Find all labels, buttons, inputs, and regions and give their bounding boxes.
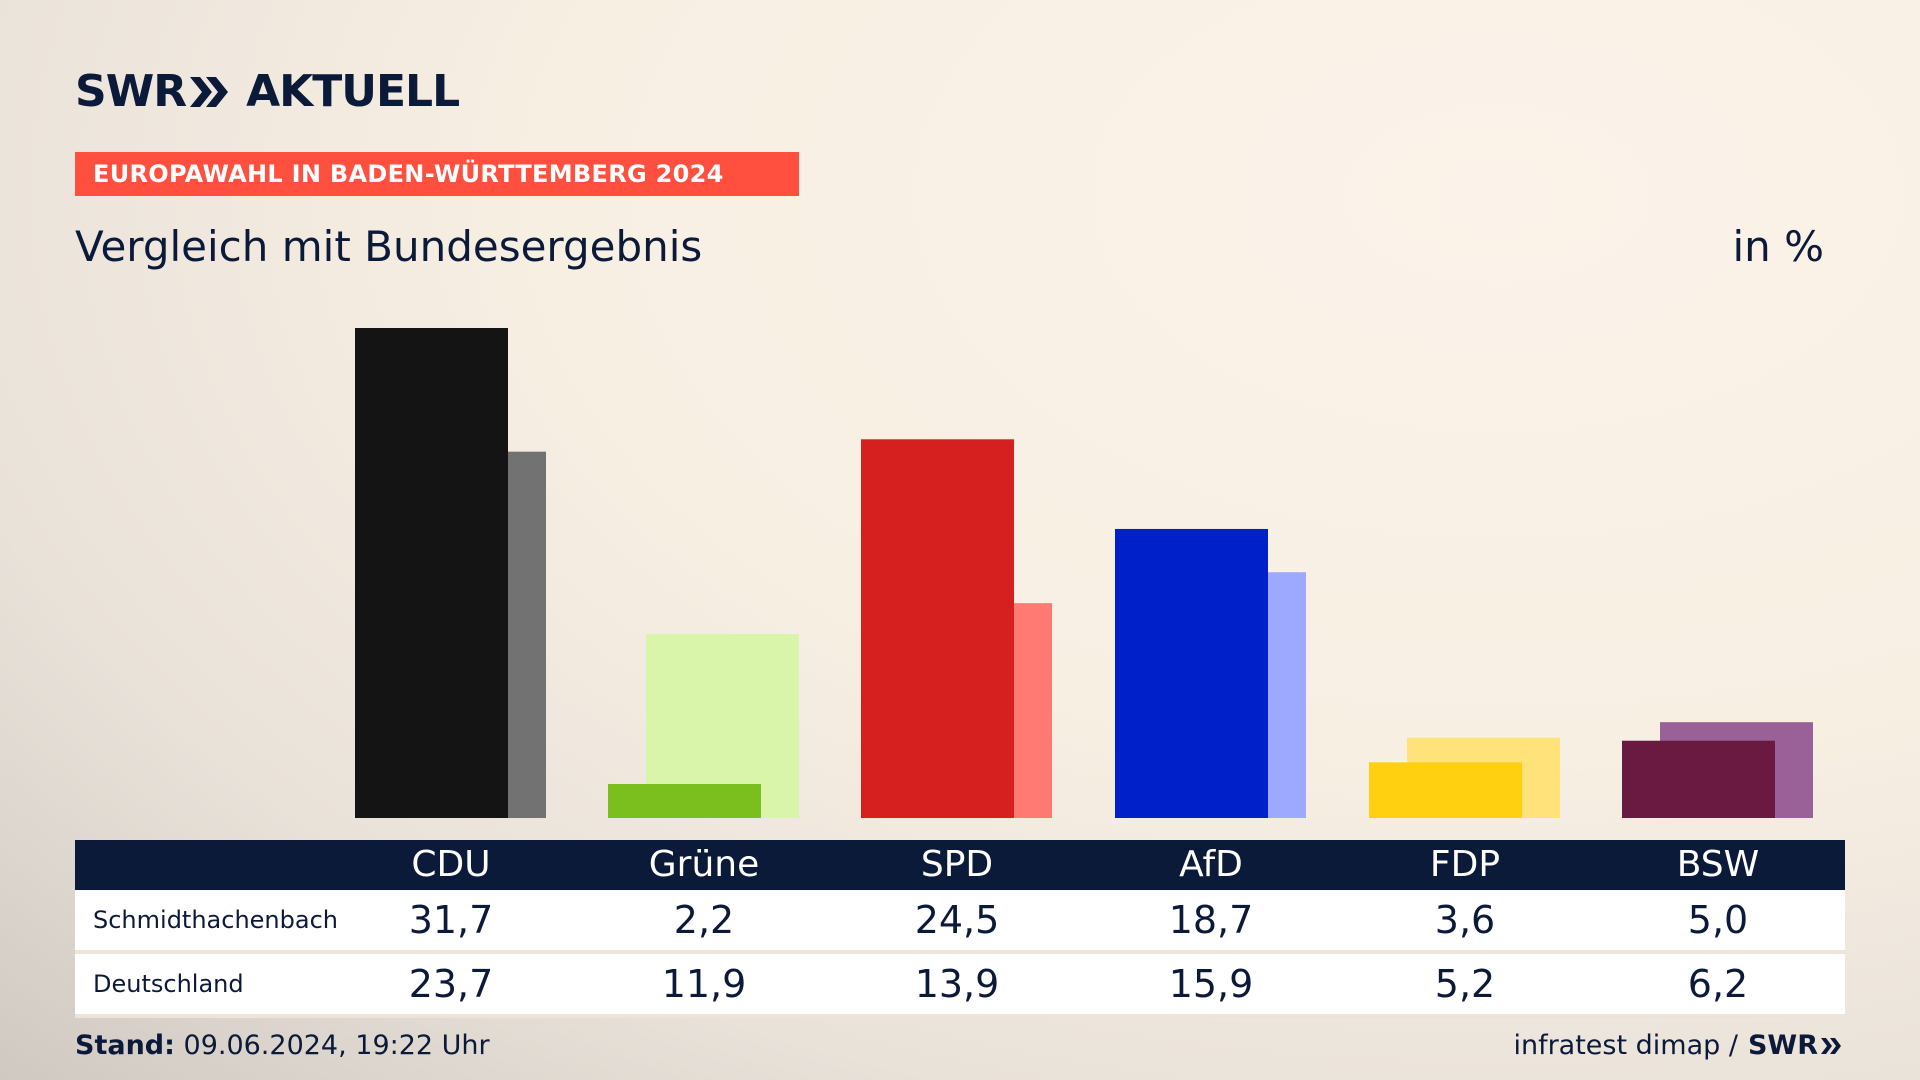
column-header: SPD [920,844,994,885]
value-cell: 23,7 [408,962,494,1006]
row-label: Deutschland [93,970,244,998]
column-header: Grüne [648,844,760,885]
value-cell: 6,2 [1687,962,1749,1006]
stand-value: 09.06.2024, 19:22 Uhr [183,1030,490,1061]
chart-subtitle: Vergleich mit Bundesergebnis [75,222,703,271]
column-header: BSW [1676,844,1760,885]
source-credit: infratest dimap / SWR [1513,1030,1842,1061]
source-text: infratest dimap / [1513,1030,1738,1061]
stand-label: Stand: [75,1030,175,1061]
table-header: CDU Grüne SPD AfD FDP BSW [75,840,1845,890]
value-cell: 31,7 [408,898,494,942]
timestamp: Stand: 09.06.2024, 19:22 Uhr [75,1030,490,1061]
value-cell: 13,9 [914,962,1000,1006]
election-badge: EUROPAWAHL IN BADEN-WÜRTTEMBERG 2024 [75,152,799,196]
value-cell: 18,7 [1168,898,1254,942]
bar-local-cdu [355,328,508,818]
value-cell: 5,2 [1434,962,1496,1006]
row-label: Schmidthachenbach [93,906,338,934]
value-cell: 15,9 [1168,962,1254,1006]
double-chevron-icon [1821,1037,1841,1054]
table-body: Schmidthachenbach 31,7 2,2 24,5 18,7 3,6 5,0 De… [75,890,1845,1018]
column-header: AfD [1179,844,1243,885]
bar-local-bsw [1622,740,1775,818]
bar-local-spd [861,439,1014,818]
double-chevron-icon [190,77,229,107]
column-header: FDP [1429,844,1501,885]
value-cell: 11,9 [661,962,747,1006]
table-row: Deutschland 23,7 11,9 13,9 15,9 5,2 6,2 [75,954,1845,1018]
results-table: CDU Grüne SPD AfD FDP BSW Schmidthachenbach 31… [75,840,1845,1018]
logo-swr-text: SWR [75,66,187,117]
value-cell: 24,5 [914,898,1000,942]
bar-chart [355,328,1813,818]
table-row: Schmidthachenbach 31,7 2,2 24,5 18,7 3,6 5,0 [75,890,1845,954]
logo-aktuell-text: AKTUELL [246,66,460,117]
value-cell: 5,0 [1687,898,1749,942]
bar-local-afd [1115,528,1268,818]
bar-local-grüne [608,783,761,818]
bar-local-fdp [1369,762,1522,818]
value-cell: 2,2 [673,898,735,942]
source-logo-text: SWR [1747,1030,1818,1061]
column-header: CDU [411,844,491,885]
swr-aktuell-logo: SWR AKTUELL [75,66,460,118]
unit-label: in % [1732,222,1824,271]
value-cell: 3,6 [1434,898,1496,942]
